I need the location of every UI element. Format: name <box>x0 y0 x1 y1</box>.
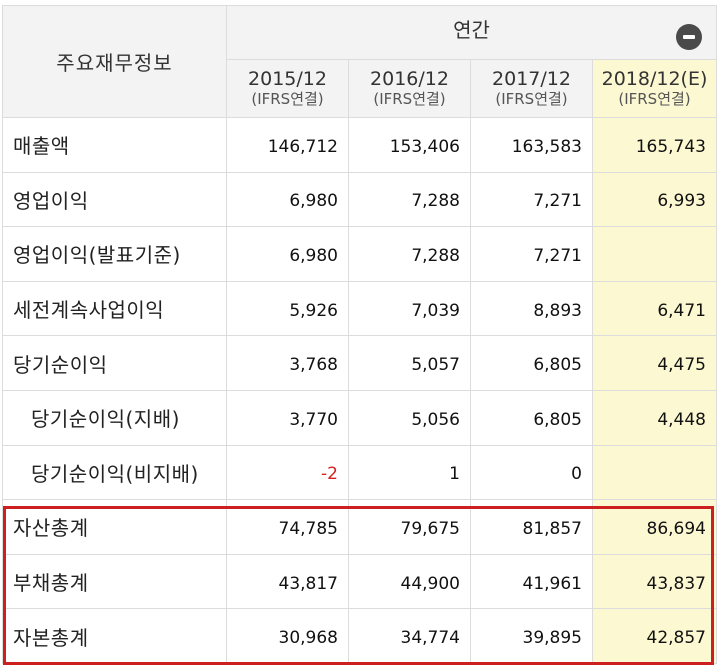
period-basis: (IFRS연결) <box>495 89 568 108</box>
estimate-value-cell: 42,857 <box>592 608 717 664</box>
period-header-2016: 2016/12 (IFRS연결) <box>348 59 471 118</box>
period-basis: (IFRS연결) <box>373 89 446 108</box>
value-cell: 6,980 <box>226 171 349 228</box>
estimate-value-cell: 43,837 <box>592 553 717 610</box>
estimate-value-cell: 6,993 <box>592 171 717 228</box>
row-label[interactable]: 매출액 <box>2 117 227 173</box>
value-cell: 41,961 <box>470 553 593 610</box>
table-row-operating-profit-reported: 영업이익(발표기준) 6,980 7,288 7,271 <box>2 226 717 282</box>
value-cell: 81,857 <box>470 499 593 555</box>
value-cell: 30,968 <box>226 608 349 664</box>
row-label[interactable]: 영업이익 <box>2 171 227 228</box>
row-label[interactable]: 자산총계 <box>2 499 227 555</box>
value-cell: 39,895 <box>470 608 593 664</box>
row-label[interactable]: 당기순이익(비지배) <box>2 444 227 501</box>
value-cell: 3,770 <box>226 389 349 446</box>
value-cell: 7,271 <box>470 171 593 228</box>
value-cell: 1 <box>348 444 471 501</box>
value-cell: 163,583 <box>470 117 593 173</box>
row-label[interactable]: 세전계속사업이익 <box>2 280 227 337</box>
row-label[interactable]: 영업이익(발표기준) <box>2 226 227 282</box>
value-cell: 6,805 <box>470 335 593 391</box>
value-cell: 5,926 <box>226 280 349 337</box>
value-cell: 0 <box>470 444 593 501</box>
estimate-value-cell: 165,743 <box>592 117 717 173</box>
row-label[interactable]: 당기순이익(지배) <box>2 389 227 446</box>
row-label[interactable]: 부채총계 <box>2 553 227 610</box>
table-row-total-equity: 자본총계 30,968 34,774 39,895 42,857 <box>2 608 717 664</box>
annual-header: 연간 <box>226 5 717 60</box>
value-cell: 7,288 <box>348 226 471 282</box>
period-basis: (IFRS연결) <box>618 89 691 108</box>
table-row-total-assets: 자산총계 74,785 79,675 81,857 86,694 <box>2 499 717 555</box>
period-date: 2018/12(E) <box>601 67 708 90</box>
value-cell: 43,817 <box>226 553 349 610</box>
value-cell: 44,900 <box>348 553 471 610</box>
table-row-net-income: 당기순이익 3,768 5,057 6,805 4,475 <box>2 335 717 391</box>
annual-label: 연간 <box>453 18 490 42</box>
period-header-2015: 2015/12 (IFRS연결) <box>226 59 349 118</box>
value-cell: 8,893 <box>470 280 593 337</box>
period-date: 2016/12 <box>370 67 449 90</box>
value-cell: 3,768 <box>226 335 349 391</box>
period-header-2018-estimate: 2018/12(E) (IFRS연결) <box>592 59 717 118</box>
value-cell: 6,805 <box>470 389 593 446</box>
row-label[interactable]: 자본총계 <box>2 608 227 664</box>
row-label[interactable]: 당기순이익 <box>2 335 227 391</box>
estimate-value-cell: 86,694 <box>592 499 717 555</box>
table-row-net-income-noncontrolling: 당기순이익(비지배) -2 1 0 <box>2 444 717 501</box>
period-basis: (IFRS연결) <box>251 89 324 108</box>
table-row-operating-profit: 영업이익 6,980 7,288 7,271 6,993 <box>2 171 717 228</box>
period-date: 2015/12 <box>248 67 327 90</box>
estimate-value-cell <box>592 226 717 282</box>
value-cell: 5,057 <box>348 335 471 391</box>
header-row-annual: 주요재무정보 연간 <box>2 5 717 118</box>
value-cell: 7,039 <box>348 280 471 337</box>
value-cell: 7,288 <box>348 171 471 228</box>
value-cell: 7,271 <box>470 226 593 282</box>
header-row-periods: 2015/12 (IFRS연결) 2016/12 (IFRS연결) 2017/1… <box>3 59 717 118</box>
value-cell: 34,774 <box>348 608 471 664</box>
value-cell: 79,675 <box>348 499 471 555</box>
header-label: 주요재무정보 <box>2 5 227 118</box>
value-cell: 153,406 <box>348 117 471 173</box>
table-row-total-liabilities: 부채총계 43,817 44,900 41,961 43,837 <box>2 553 717 610</box>
value-cell: 74,785 <box>226 499 349 555</box>
period-header-2017: 2017/12 (IFRS연결) <box>470 59 593 118</box>
estimate-value-cell: 4,448 <box>592 389 717 446</box>
value-cell: 5,056 <box>348 389 471 446</box>
value-cell: 6,980 <box>226 226 349 282</box>
financial-summary-table: 주요재무정보 연간 2015/12 (IFRS연결) 2016/12 (IFRS… <box>2 5 717 664</box>
table-row-pretax-income: 세전계속사업이익 5,926 7,039 8,893 6,471 <box>2 280 717 337</box>
table-row-revenue: 매출액 146,712 153,406 163,583 165,743 <box>2 117 717 173</box>
estimate-value-cell <box>592 444 717 501</box>
estimate-value-cell: 4,475 <box>592 335 717 391</box>
table-row-net-income-controlling: 당기순이익(지배) 3,770 5,056 6,805 4,448 <box>2 389 717 446</box>
value-cell: 146,712 <box>226 117 349 173</box>
collapse-minus-icon[interactable] <box>676 24 702 50</box>
negative-value-cell: -2 <box>226 444 349 501</box>
period-date: 2017/12 <box>492 67 571 90</box>
estimate-value-cell: 6,471 <box>592 280 717 337</box>
